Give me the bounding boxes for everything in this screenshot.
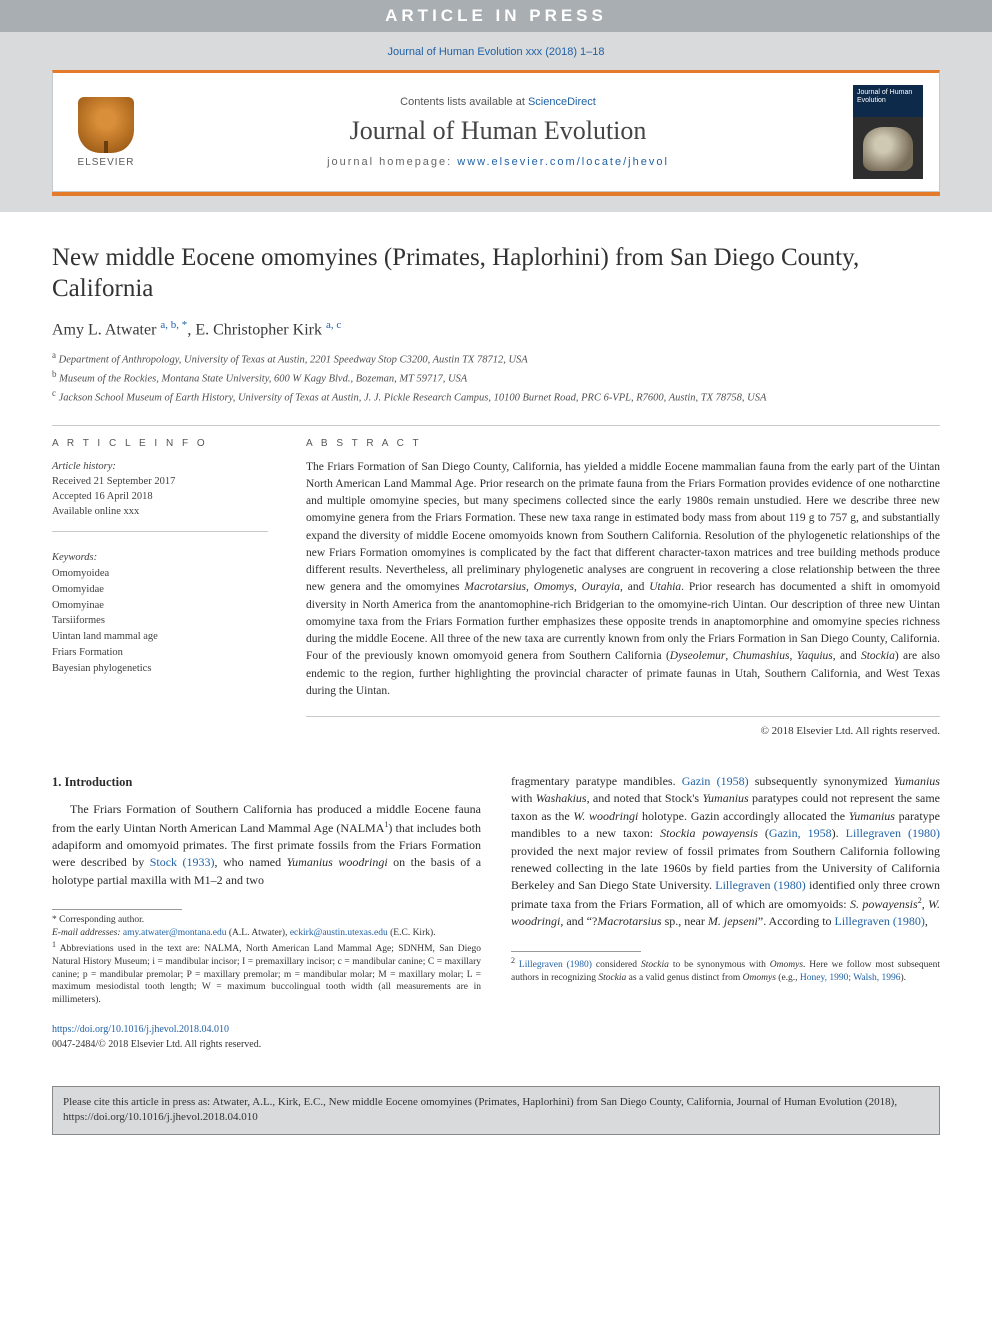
issn-copyright: 0047-2484/© 2018 Elsevier Ltd. All right… — [52, 1039, 261, 1050]
journal-homepage-line: journal homepage: www.elsevier.com/locat… — [161, 156, 835, 168]
footnote-1: 1 Abbreviations used in the text are: NA… — [52, 940, 481, 1007]
corresponding-author: * Corresponding author. — [52, 914, 481, 927]
abstract-heading: A B S T R A C T — [306, 438, 940, 449]
abstract-text: The Friars Formation of San Diego County… — [306, 459, 940, 718]
keyword-line: Uintan land mammal age — [52, 629, 268, 645]
email-addresses-line: E-mail addresses: amy.atwater@montana.ed… — [52, 927, 481, 940]
affiliation-line: a Department of Anthropology, University… — [52, 349, 940, 368]
keywords-block: Keywords: OmomyoideaOmomyidaeOmomyinaeTa… — [52, 550, 268, 676]
doi-link[interactable]: https://doi.org/10.1016/j.jhevol.2018.04… — [52, 1024, 229, 1035]
keyword-line: Friars Formation — [52, 645, 268, 661]
contents-lists-line: Contents lists available at ScienceDirec… — [161, 96, 835, 108]
footnotes-right: 2 Lillegraven (1980) considered Stockia … — [511, 956, 940, 985]
body-two-column: 1. Introduction The Friars Formation of … — [52, 773, 940, 1052]
article-info-heading: A R T I C L E I N F O — [52, 438, 268, 449]
journal-header-card: ELSEVIER Contents lists available at Sci… — [52, 70, 940, 192]
section-heading-intro: 1. Introduction — [52, 773, 481, 791]
elsevier-tree-icon — [78, 97, 134, 153]
footnotes-left: * Corresponding author. E-mail addresses… — [52, 914, 481, 1007]
emails-label: E-mail addresses: — [52, 928, 121, 938]
journal-name: Journal of Human Evolution — [161, 116, 835, 146]
elsevier-wordmark: ELSEVIER — [78, 157, 135, 168]
affiliation-line: c Jackson School Museum of Earth History… — [52, 387, 940, 406]
history-line: Accepted 16 April 2018 — [52, 489, 268, 504]
elsevier-logo: ELSEVIER — [69, 92, 143, 172]
history-line: Available online xxx — [52, 504, 268, 519]
journal-cite-line: Journal of Human Evolution xxx (2018) 1–… — [52, 46, 940, 58]
article-history-block: Article history: Received 21 September 2… — [52, 459, 268, 533]
header-region: Journal of Human Evolution xxx (2018) 1–… — [0, 32, 992, 212]
email-name-2: (E.C. Kirk). — [390, 928, 435, 938]
footnote-2-cite[interactable]: Lillegraven (1980) — [519, 960, 592, 970]
affiliation-line: b Museum of the Rockies, Montana State U… — [52, 368, 940, 387]
keyword-line: Omomyinae — [52, 598, 268, 614]
footnote-2-post: ). — [900, 973, 906, 983]
footnote-2-links[interactable]: Honey, 1990; Walsh, 1996 — [800, 973, 901, 983]
intro-para-left: The Friars Formation of Southern Califor… — [52, 801, 481, 889]
keyword-line: Tarsiiformes — [52, 613, 268, 629]
keyword-line: Omomyoidea — [52, 566, 268, 582]
history-label: Article history: — [52, 459, 268, 474]
keyword-line: Omomyidae — [52, 582, 268, 598]
footnote-2: 2 Lillegraven (1980) considered Stockia … — [511, 956, 940, 985]
email-link-2[interactable]: eckirk@austin.utexas.edu — [290, 928, 388, 938]
cite-this-article-box: Please cite this article in press as: At… — [52, 1086, 940, 1135]
homepage-prefix: journal homepage: — [327, 156, 457, 168]
keyword-line: Bayesian phylogenetics — [52, 661, 268, 677]
sciencedirect-link[interactable]: ScienceDirect — [528, 96, 596, 108]
email-link-1[interactable]: amy.atwater@montana.edu — [123, 928, 227, 938]
article-in-press-banner: ARTICLE IN PRESS — [0, 0, 992, 32]
footnote-rule — [52, 909, 182, 910]
accent-bar — [52, 192, 940, 196]
article-title: New middle Eocene omomyines (Primates, H… — [52, 242, 940, 305]
intro-para-right: fragmentary paratype mandibles. Gazin (1… — [511, 773, 940, 931]
affiliations: a Department of Anthropology, University… — [52, 349, 940, 407]
abstract-copyright: © 2018 Elsevier Ltd. All rights reserved… — [306, 725, 940, 737]
history-line: Received 21 September 2017 — [52, 474, 268, 489]
journal-homepage-link[interactable]: www.elsevier.com/locate/jhevol — [457, 156, 669, 168]
email-name-1: (A.L. Atwater), — [229, 928, 288, 938]
journal-cover-thumbnail: Journal of Human Evolution — [853, 85, 923, 179]
author-list: Amy L. Atwater a, b, *, E. Christopher K… — [52, 319, 940, 339]
keywords-label: Keywords: — [52, 550, 268, 566]
doi-block: https://doi.org/10.1016/j.jhevol.2018.04… — [52, 1023, 481, 1052]
lists-prefix: Contents lists available at — [400, 96, 528, 108]
footnote-rule-right — [511, 951, 641, 952]
